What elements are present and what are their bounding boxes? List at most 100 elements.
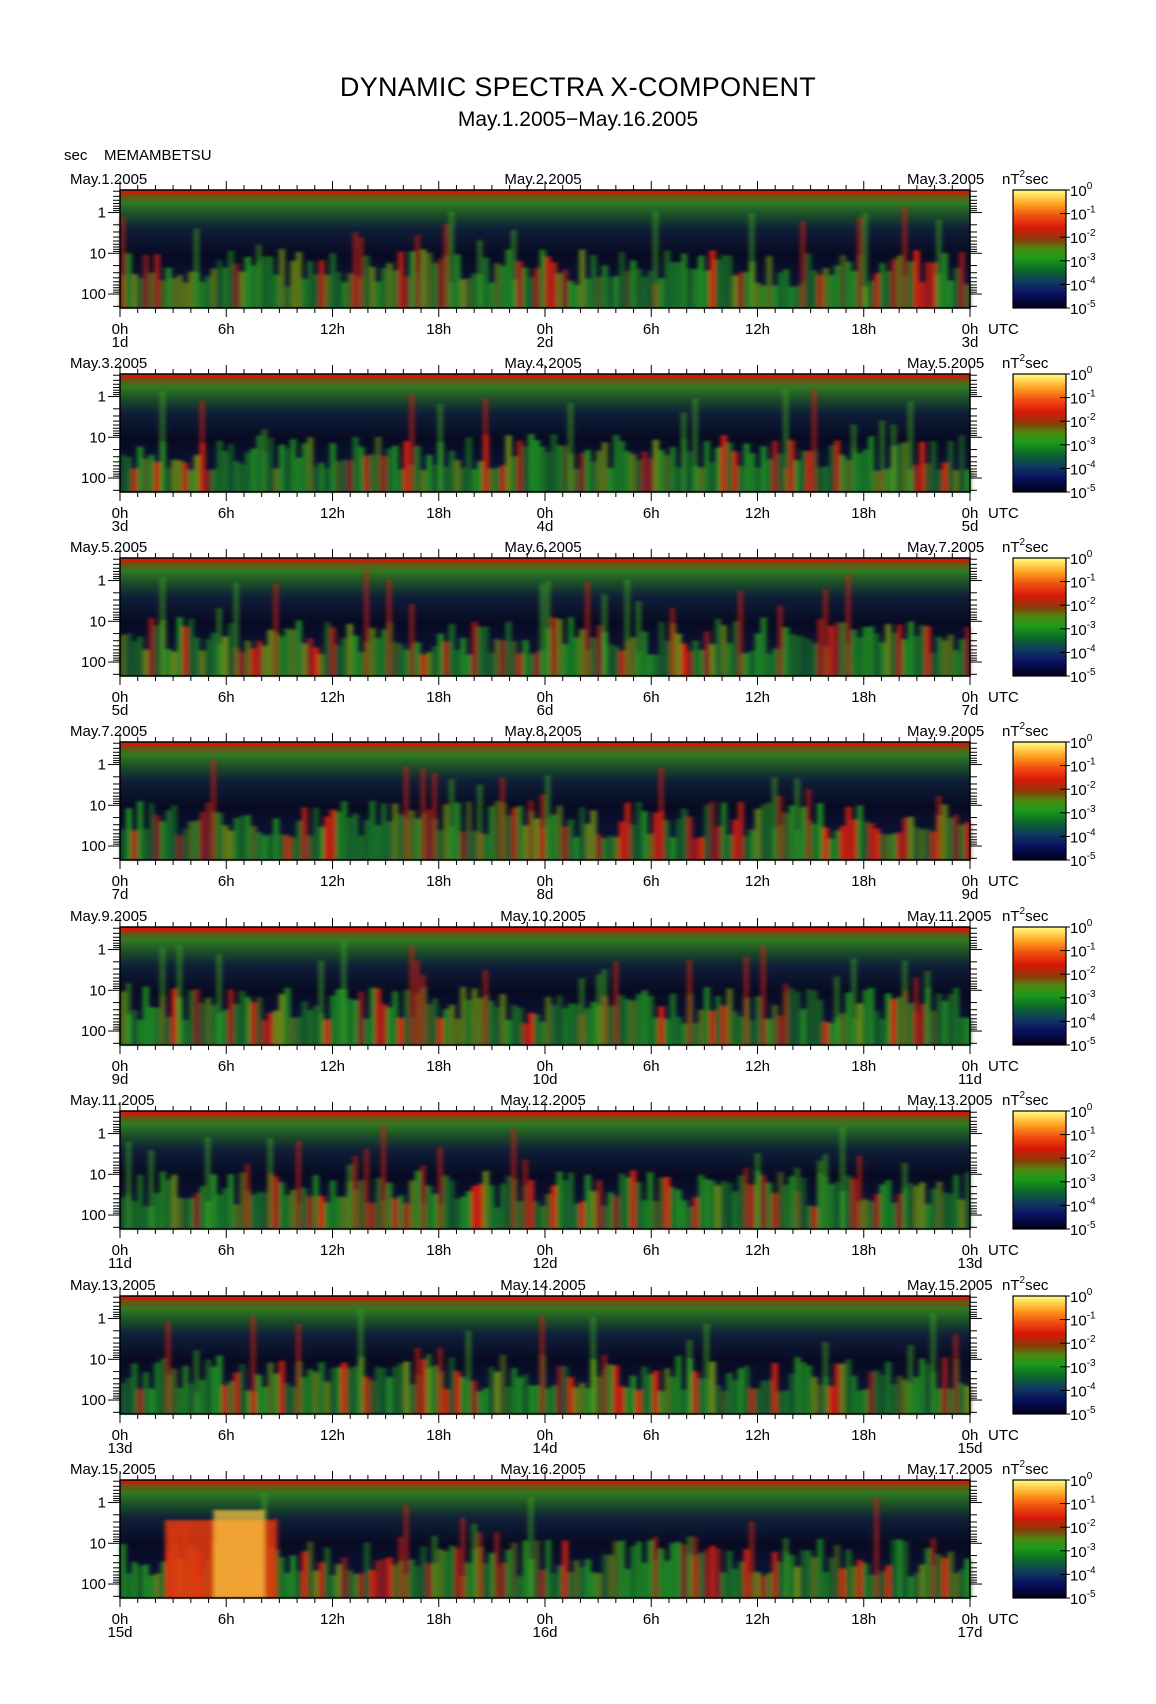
- activity-band: [284, 286, 291, 308]
- activity-band: [613, 435, 620, 492]
- activity-band: [800, 1008, 807, 1045]
- activity-band: [210, 1174, 218, 1229]
- colorbar-tick-label: 10-3: [1070, 436, 1096, 455]
- activity-band: [278, 636, 286, 676]
- activity-band: [641, 1562, 648, 1598]
- activity-band: [788, 805, 796, 860]
- activity-band: [868, 1201, 875, 1229]
- activity-band: [896, 255, 903, 308]
- activity-band: [403, 649, 410, 676]
- activity-band: [522, 825, 529, 860]
- colorbar-unit-label: nT2sec: [1002, 353, 1049, 372]
- activity-band: [505, 1549, 512, 1598]
- activity-band: [369, 266, 376, 308]
- activity-spike: [403, 1505, 409, 1598]
- activity-band: [454, 1018, 461, 1045]
- activity-band: [301, 1001, 308, 1045]
- activity-band: [896, 1539, 903, 1598]
- activity-band: [335, 1196, 342, 1229]
- activity-band: [142, 649, 150, 676]
- activity-band: [386, 263, 393, 308]
- activity-band: [352, 635, 359, 676]
- activity-band: [562, 445, 569, 492]
- activity-band: [715, 619, 722, 676]
- y-tick-label: 10: [89, 1535, 106, 1552]
- activity-band: [131, 1201, 138, 1229]
- activity-spike: [686, 1339, 693, 1414]
- activity-band: [794, 991, 801, 1045]
- activity-band: [409, 1180, 416, 1229]
- activity-band: [760, 617, 767, 676]
- activity-band: [216, 260, 223, 308]
- colorbar-tick-label: 10-2: [1070, 228, 1096, 247]
- x-tick-label: 12h: [320, 1611, 345, 1628]
- x-axis-label: UTC: [988, 873, 1019, 890]
- activity-band: [760, 1380, 767, 1414]
- activity-band: [805, 253, 813, 308]
- activity-band: [964, 469, 971, 492]
- activity-band: [426, 454, 433, 492]
- activity-band: [278, 834, 286, 860]
- activity-band: [641, 631, 648, 676]
- colorbar-tick-label: 100: [1070, 365, 1093, 384]
- activity-band: [516, 1007, 524, 1045]
- activity-band: [726, 1372, 733, 1414]
- activity-spike: [528, 800, 534, 860]
- activity-band: [556, 618, 563, 676]
- activity-band: [811, 990, 818, 1045]
- x-tick-label: 6h: [218, 1611, 235, 1628]
- activity-band: [397, 644, 405, 676]
- activity-band: [771, 648, 779, 676]
- activity-band: [335, 272, 342, 308]
- y-tick-label: 1: [98, 389, 106, 406]
- day-label: 7d: [962, 702, 979, 719]
- colorbar-tick-label: 10-3: [1070, 252, 1096, 271]
- activity-spike: [193, 1350, 200, 1414]
- activity-band: [596, 1179, 603, 1229]
- activity-band: [862, 627, 869, 676]
- activity-band: [533, 1014, 541, 1045]
- activity-band: [584, 1387, 592, 1414]
- activity-spike: [511, 229, 517, 308]
- activity-band: [528, 276, 535, 308]
- station-name: MEMAMBETSU: [104, 147, 212, 164]
- activity-band: [873, 1010, 881, 1045]
- activity-spike: [856, 217, 863, 308]
- panel-mid-date: May.8.2005: [504, 723, 581, 740]
- activity-spike: [930, 1538, 936, 1598]
- activity-band: [397, 814, 405, 860]
- x-tick-label: 18h: [851, 1242, 876, 1259]
- activity-band: [477, 1391, 484, 1414]
- activity-band: [743, 653, 750, 676]
- activity-band: [709, 1010, 716, 1045]
- activity-band: [885, 624, 892, 676]
- activity-band: [494, 1006, 501, 1045]
- activity-band: [488, 652, 495, 676]
- colorbar-tick-label: 10-1: [1070, 205, 1096, 224]
- activity-band: [335, 1367, 342, 1414]
- activity-spike: [817, 1160, 823, 1229]
- activity-band: [233, 263, 240, 308]
- activity-band: [868, 1574, 875, 1598]
- activity-band: [760, 1575, 767, 1598]
- activity-band: [154, 1573, 161, 1598]
- activity-spike: [902, 1162, 908, 1229]
- activity-band: [851, 271, 858, 308]
- x-tick-label: 12h: [320, 321, 345, 338]
- activity-band: [341, 801, 348, 860]
- activity-band: [715, 995, 722, 1045]
- activity-band: [165, 467, 172, 492]
- x-tick-label: 18h: [426, 1058, 451, 1075]
- activity-spike: [403, 766, 409, 860]
- activity-spike: [856, 1155, 863, 1229]
- activity-band: [465, 437, 473, 492]
- spectrum-panel: May.11.2005 May.12.2005 May.13.2005 nT2sec 1…: [70, 1090, 1096, 1272]
- activity-band: [312, 274, 320, 308]
- activity-band: [205, 470, 212, 492]
- activity-band: [771, 1193, 779, 1229]
- panel-end-date: May.7.2005: [907, 539, 984, 556]
- high-frequency-band: [120, 558, 970, 562]
- activity-band: [947, 440, 954, 492]
- activity-band: [380, 455, 388, 492]
- activity-band: [312, 1175, 320, 1229]
